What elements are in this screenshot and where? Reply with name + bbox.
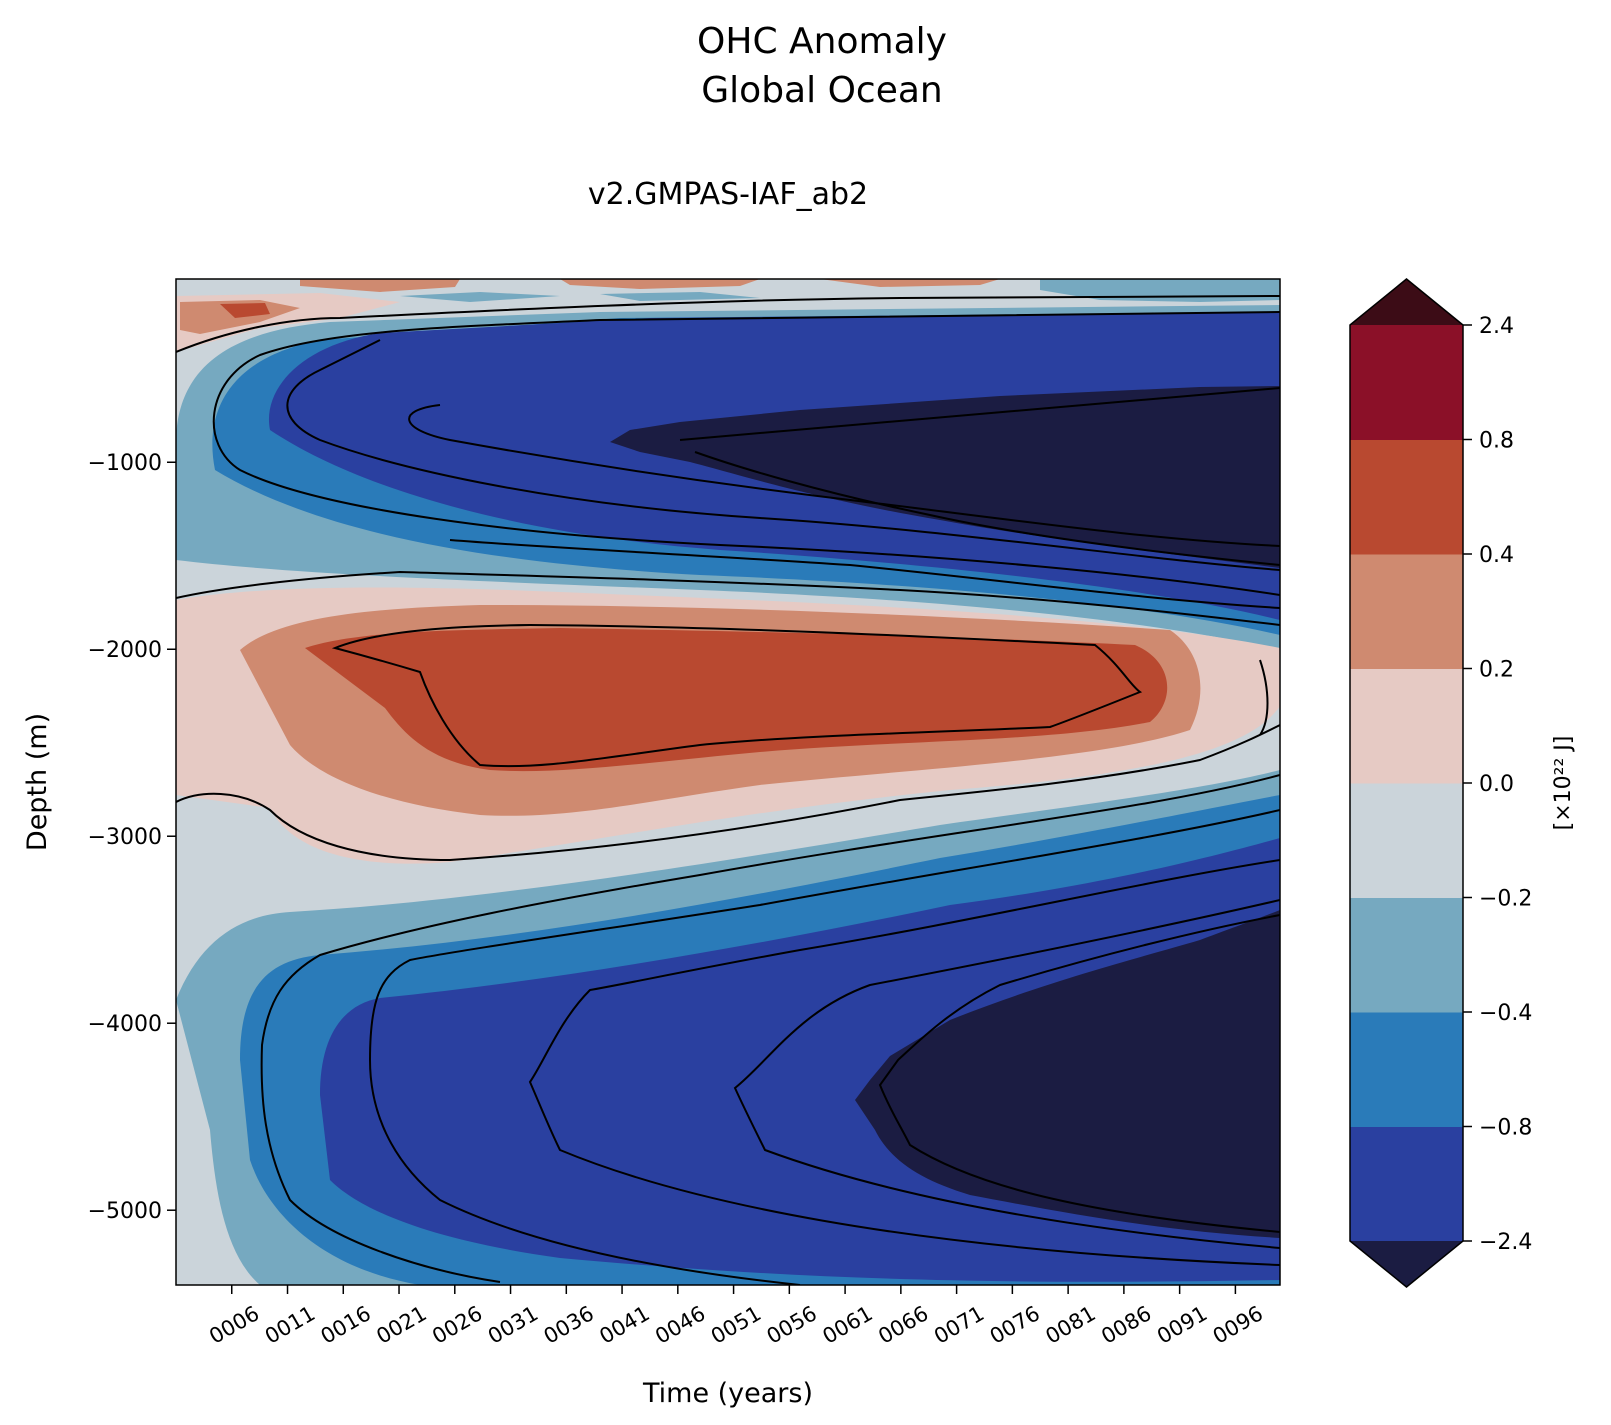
y-tick-label: −3000 [88, 825, 162, 850]
contour-line-3 [286, 339, 1280, 571]
x-tick-label: 0041 [595, 1301, 653, 1349]
field-surface-blue [400, 279, 1280, 302]
y-axis: −1000 −2000 −3000 −4000 −5000 [88, 451, 176, 1224]
colorbar-segment-1 [1350, 1012, 1463, 1127]
contour-line-10 [733, 899, 1280, 1249]
x-axis: 0006001100160021002600310036004100460051… [205, 1285, 1267, 1349]
contour-line-deep-bottom [694, 451, 1280, 566]
contour-line-6 [176, 570, 1280, 626]
colorbar-segment-7 [1350, 325, 1463, 440]
contour-line-7 [260, 774, 1280, 1283]
chart-title-line1: OHC Anomaly [697, 21, 947, 62]
x-tick-label: 0096 [1209, 1301, 1267, 1349]
x-tick-label: 0066 [874, 1301, 932, 1349]
colorbar-label: [×10²² J] [1551, 736, 1576, 831]
colorbar-tick-label: −0.8 [1479, 1116, 1532, 1141]
colorbar-over-arrow [1350, 279, 1463, 325]
contour-line-deep-top [679, 387, 1280, 441]
y-tick-label: −1000 [88, 451, 162, 476]
contour-line-red [331, 623, 1143, 768]
colorbar-segment-5 [1350, 554, 1463, 669]
contour-line-warm-edge [1259, 659, 1269, 736]
contour-line-warm-outer [176, 724, 1280, 862]
x-tick-label: 0046 [651, 1301, 709, 1349]
x-tick-label: 0071 [930, 1301, 988, 1349]
colorbar-segment-3 [1350, 783, 1463, 898]
contour-plot [176, 279, 1280, 1285]
colorbar: −2.4 −0.8 −0.4 −0.2 0.0 0.2 0.4 0.8 2.4 [1349, 278, 1532, 1288]
colorbar-tick-label: 0.4 [1479, 543, 1514, 568]
colorbar-segment-0 [1350, 1126, 1463, 1242]
contour-line-4 [408, 404, 1280, 547]
contour-line-9 [528, 859, 1280, 1266]
x-tick-label: 0016 [317, 1301, 375, 1349]
field-upper-left-red [220, 303, 270, 318]
x-tick-label: 0006 [205, 1301, 263, 1349]
contour-line-11 [878, 914, 1280, 1233]
colorbar-tick-label: −0.2 [1479, 887, 1532, 912]
contour-line-2 [212, 311, 1280, 596]
contour-line-5 [449, 539, 1280, 609]
y-tick-label: −5000 [88, 1199, 162, 1224]
x-tick-label: 0061 [818, 1301, 876, 1349]
field-lower-deepnavy [855, 910, 1280, 1238]
plot-frame [175, 278, 1281, 1286]
colorbar-tick-label: 0.0 [1479, 772, 1514, 797]
x-tick-label: 0081 [1041, 1301, 1099, 1349]
colorbar-segment-2 [1350, 897, 1463, 1013]
x-tick-label: 0011 [261, 1301, 319, 1349]
x-tick-label: 0056 [763, 1301, 821, 1349]
x-tick-label: 0031 [484, 1301, 542, 1349]
x-tick-label: 0036 [540, 1301, 598, 1349]
chart-subtitle: v2.GMPAS-IAF_ab2 [588, 177, 868, 212]
x-tick-label: 0051 [707, 1301, 765, 1349]
x-tick-label: 0021 [372, 1301, 430, 1349]
contour-lines [176, 295, 1280, 1285]
x-tick-label: 0091 [1153, 1301, 1211, 1349]
colorbar-tick-label: −0.4 [1479, 1001, 1532, 1026]
y-tick-label: −2000 [88, 638, 162, 663]
x-tick-label: 0076 [986, 1301, 1044, 1349]
field-warm-red [305, 628, 1168, 772]
colorbar-under-arrow [1350, 1241, 1463, 1287]
x-axis-label: Time (years) [642, 1378, 813, 1409]
colorbar-tick-label: 0.8 [1479, 429, 1514, 454]
colorbar-segment-6 [1350, 439, 1463, 555]
y-tick-label: −4000 [88, 1012, 162, 1037]
contour-line-8 [368, 809, 1280, 1285]
colorbar-tick-label: −2.4 [1479, 1230, 1532, 1255]
y-axis-label: Depth (m) [22, 713, 53, 851]
x-tick-label: 0026 [428, 1301, 486, 1349]
chart-title-line2: Global Ocean [701, 70, 942, 111]
field-surface-warm [300, 279, 1000, 292]
colorbar-segment-4 [1350, 668, 1463, 784]
colorbar-tick-label: 2.4 [1479, 314, 1514, 339]
x-tick-label: 0086 [1097, 1301, 1155, 1349]
colorbar-tick-label: 0.2 [1479, 658, 1514, 683]
contour-line-1 [176, 295, 1280, 353]
